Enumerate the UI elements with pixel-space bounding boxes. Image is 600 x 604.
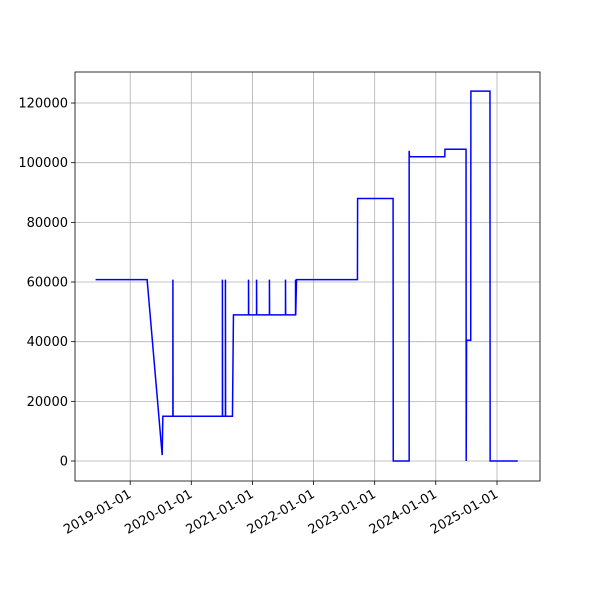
y-tick-label: 40000 (27, 335, 68, 350)
y-tick-label: 120000 (18, 97, 68, 112)
plot-frame (74, 71, 541, 482)
y-tick-label: 60000 (27, 276, 68, 291)
data-line (95, 90, 518, 462)
y-tick-label: 100000 (18, 156, 68, 171)
y-tick-label: 0 (60, 455, 68, 470)
y-tick-label: 20000 (27, 395, 68, 410)
y-tick-label: 80000 (27, 216, 68, 231)
